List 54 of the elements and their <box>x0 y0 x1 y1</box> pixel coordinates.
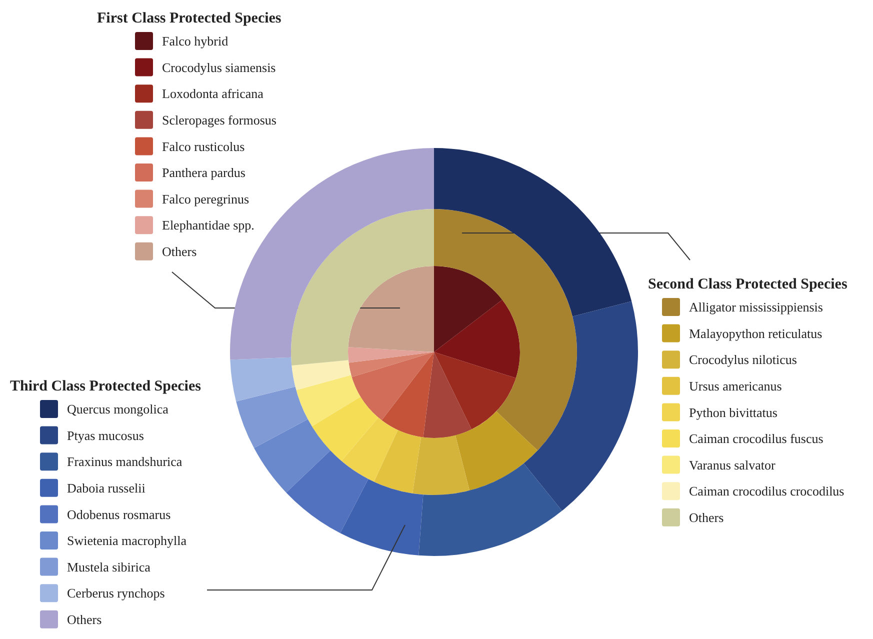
legend-label: Python bivittatus <box>689 404 778 420</box>
legend-label: Malayopython reticulatus <box>689 326 822 341</box>
donut-slice <box>412 435 470 495</box>
pie-slice <box>434 352 516 430</box>
donut-slice <box>296 374 361 426</box>
legend-label: Falco peregrinus <box>162 191 250 206</box>
donut-slice <box>434 148 632 316</box>
pie-slice <box>434 300 520 378</box>
donut-slice <box>455 411 538 491</box>
pie-slice <box>434 266 502 352</box>
pie-slice <box>348 347 434 363</box>
legend-label: Swietenia macrophylla <box>67 533 187 548</box>
chart-title: First Class Protected Species <box>97 10 282 26</box>
pie-slice <box>348 352 434 378</box>
legend-label: Alligator mississippiensis <box>689 300 823 315</box>
legend-label: Scleropages formosus <box>162 112 276 128</box>
donut-slice <box>340 479 424 556</box>
text: Third Class Protected Species <box>10 378 202 394</box>
donut-slice <box>418 463 562 556</box>
donut-slice <box>254 419 330 493</box>
legend-label: Panthera pardus <box>162 165 246 180</box>
legend-label: Ursus americanus <box>689 378 782 394</box>
pie-slice <box>352 352 434 420</box>
pie-slice <box>423 352 472 438</box>
legend-label: Quercus mongolica <box>67 402 169 417</box>
donut-slice <box>230 357 296 402</box>
legend-label: Odobenus rosmarus <box>67 506 171 522</box>
text: Second Class Protected Species <box>648 276 848 292</box>
legend-label: Loxodonta africana <box>162 86 264 102</box>
donut-slice <box>434 209 577 451</box>
donut-slice <box>524 301 638 511</box>
legend-label: Caiman crocodilus fuscus <box>689 431 824 446</box>
legend-label: Varanus salvator <box>689 457 776 472</box>
donut-slice <box>292 360 352 390</box>
legend-label: Fraxinus mandshurica <box>67 454 182 470</box>
legend-label: Falco hybrid <box>162 34 229 49</box>
pie-slice <box>382 352 434 438</box>
legend-label: Elephantidae spp. <box>162 218 254 233</box>
legend-label: Crocodylus niloticus <box>689 352 797 368</box>
legend-label: Others <box>689 510 724 525</box>
legend-label: Falco rusticolus <box>162 138 245 154</box>
donut-slice <box>291 209 434 366</box>
pie-slice <box>348 266 434 352</box>
legend-label: Caiman crocodilus crocodilus <box>689 484 844 499</box>
legend-label: Ptyas mucosus <box>67 428 144 443</box>
legend-label: Mustela sibirica <box>67 559 151 574</box>
legend-label: Others <box>162 244 197 259</box>
legend-label: Cerberus rynchops <box>67 586 165 601</box>
legend-label: Others <box>67 612 102 627</box>
donut-slice <box>286 450 368 534</box>
legend-label: Daboia russelii <box>67 480 146 496</box>
donut-slice <box>374 430 422 494</box>
donut-slice <box>236 386 308 448</box>
legend-label: Crocodylus siamensis <box>162 60 276 75</box>
